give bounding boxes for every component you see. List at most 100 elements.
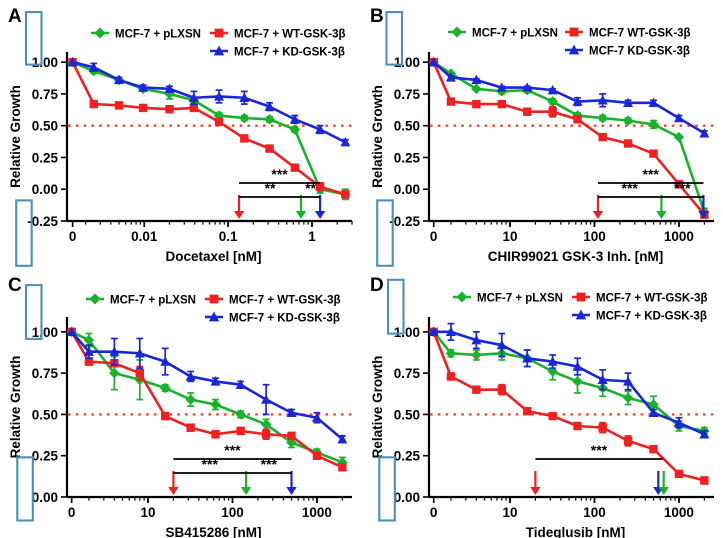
marker-diamond (597, 112, 608, 124)
marker-square (287, 431, 296, 441)
legend: MCF-7 + pLXSN MCF-7 + WT-GSK-3β MCF-7 + KD… (91, 27, 345, 58)
marker-triangle (113, 74, 124, 85)
legend-label: MCF-7 KD-GSK-3β (589, 45, 690, 57)
marker-square (523, 107, 532, 116)
series-triangle (428, 322, 710, 439)
x-axis-title: SB415286 [nM] (165, 525, 261, 538)
control-sample-box (386, 278, 405, 335)
marker-triangle (83, 346, 94, 356)
data-point-markers (68, 57, 350, 199)
control-sample-box (376, 199, 394, 267)
marker-square (649, 444, 658, 454)
legend: MCF-7 + pLXSN MCF-7 + WT-GSK-3β MCF-7 + KD… (453, 291, 707, 322)
ic50-arrow-head (656, 211, 667, 219)
y-axis-title: Relative Growth (8, 85, 23, 188)
ic50-arrows (530, 471, 669, 495)
marker-square (649, 149, 658, 158)
series-line (70, 330, 344, 441)
marker-square (189, 103, 199, 113)
series-line (432, 60, 706, 216)
marker-square (214, 28, 224, 38)
error-bars (90, 62, 349, 146)
control-sample-box (24, 284, 43, 340)
marker-square (674, 179, 684, 189)
legend-label: MCF-7 + KD-GSK-3β (596, 310, 707, 322)
y-tick-label: 1.00 (32, 55, 58, 70)
marker-triangle (208, 311, 220, 322)
marker-diamond (235, 409, 246, 420)
x-tick-label: 1000 (302, 505, 332, 520)
data-point-markers (67, 327, 347, 472)
ic50-arrow-head (658, 487, 669, 495)
marker-diamond (260, 419, 272, 430)
legend-item: MCF-7 + KD-GSK-3β (572, 309, 707, 322)
marker-triangle (261, 394, 272, 404)
marker-square (265, 144, 274, 153)
ic50-arrow-head (168, 487, 179, 495)
x-axis-ticks: 0 0.01 0.1 1 (69, 221, 353, 244)
series-line (432, 60, 706, 135)
control-boxes (376, 11, 404, 267)
marker-square (548, 411, 557, 421)
marker-triangle (575, 309, 587, 320)
y-tick-label: 0.00 (32, 490, 58, 505)
marker-diamond (239, 112, 250, 124)
series-square (67, 327, 347, 472)
marker-diamond (159, 382, 171, 394)
error-bars (430, 322, 708, 439)
data-point-markers (428, 326, 710, 439)
control-sample-box (15, 199, 33, 267)
ic50-arrow-head (698, 211, 709, 219)
y-tick-label: 0.75 (394, 366, 421, 381)
legend: MCF-7 + pLXSN MCF-7 WT-GSK-3β MCF-7 KD-GSK… (448, 26, 691, 57)
marker-triangle (239, 92, 250, 102)
marker-triangle (522, 353, 533, 363)
marker-triangle (568, 44, 580, 55)
panel-a-chart: A 1.00 0.75 0.50 0.25 0.00 -0.25 Relative Growt… (8, 6, 353, 267)
panel-letter: C (8, 275, 22, 296)
marker-triangle (471, 74, 482, 85)
marker-triangle (572, 361, 583, 371)
marker-triangle (67, 56, 78, 67)
series-diamond (428, 56, 710, 218)
marker-triangle (340, 136, 351, 147)
marker-square (84, 357, 94, 366)
marker-square (312, 451, 322, 460)
marker-diamond (622, 115, 634, 126)
y-tick-label: 0.25 (394, 150, 421, 165)
marker-triangle (597, 95, 608, 105)
ic50-arrow-head (295, 211, 307, 219)
marker-triangle (210, 376, 221, 386)
marker-square (623, 139, 633, 148)
panel-b: B 1.00 0.75 0.50 0.25 0.00 -0.25 Relative Growt… (362, 0, 723, 269)
legend-item: MCF-7 + pLXSN (448, 26, 558, 39)
marker-diamond (83, 334, 95, 346)
data-point-markers (66, 326, 348, 444)
marker-triangle (235, 379, 246, 389)
y-axis-title: Relative Growth (370, 356, 385, 459)
marker-triangle (648, 97, 659, 108)
control-sample-box (378, 456, 396, 522)
error-bars (447, 71, 708, 217)
series-line (70, 330, 344, 469)
marker-triangle (289, 114, 300, 124)
data-point-markers (429, 57, 709, 219)
ic50-arrow-head (233, 211, 245, 219)
marker-triangle (315, 124, 326, 134)
legend-item: MCF-7 KD-GSK-3β (565, 44, 690, 57)
legend-label: MCF-7 + pLXSN (110, 294, 196, 306)
marker-triangle (428, 56, 439, 67)
y-tick-label: 0.75 (32, 366, 59, 381)
legend-label: MCF-7 + WT-GSK-3β (596, 292, 707, 304)
y-tick-label: -0.25 (27, 214, 58, 229)
marker-diamond (456, 291, 468, 303)
x-tick-label: 10 (502, 229, 517, 244)
marker-square (623, 436, 633, 446)
marker-square (161, 411, 170, 421)
significance-asterisks: *** (271, 166, 288, 182)
marker-square (209, 294, 219, 304)
significance-brackets: ****** *** (597, 166, 704, 198)
y-tick-label: 0.00 (394, 182, 420, 197)
marker-triangle (88, 61, 99, 72)
